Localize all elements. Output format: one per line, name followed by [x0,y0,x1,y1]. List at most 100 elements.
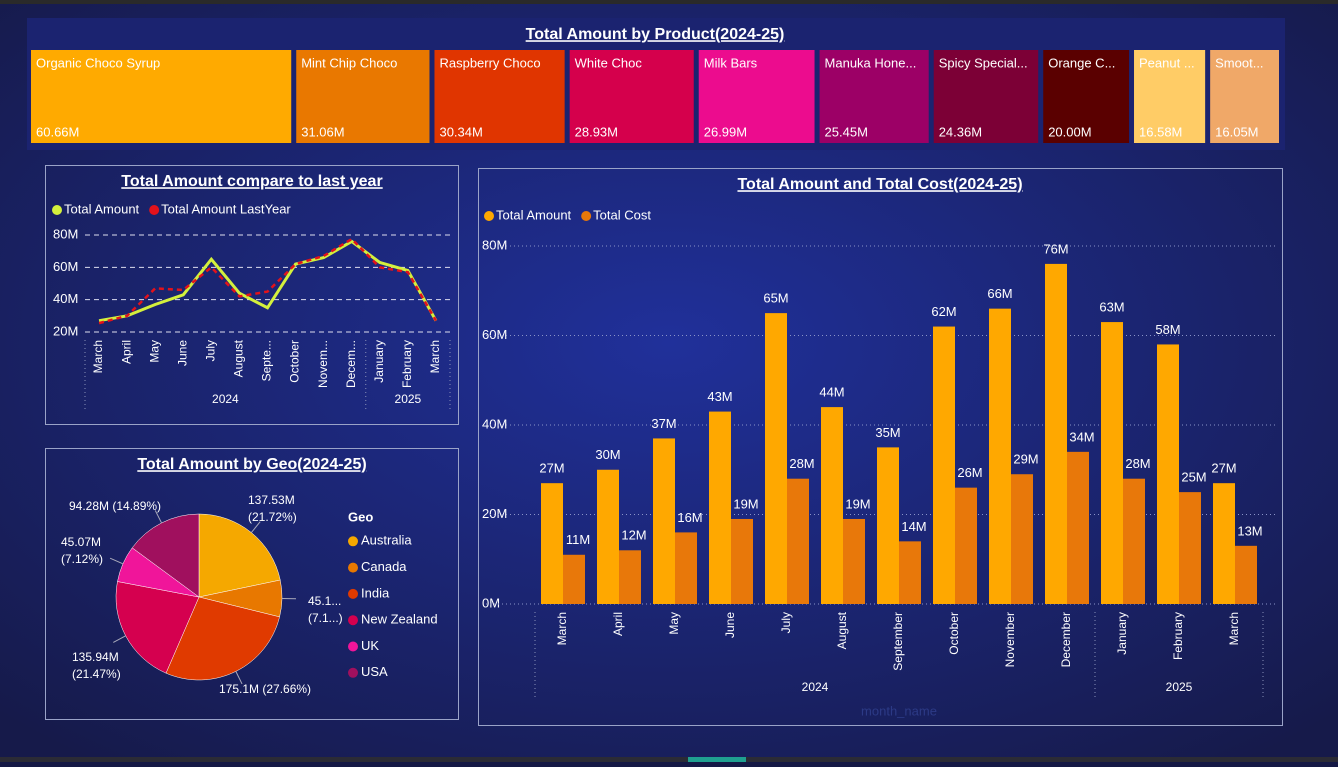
bar [1123,479,1145,604]
data-label: 30M [595,447,620,462]
tile-label: Mint Chip Choco [301,55,397,70]
legend-marker [149,205,159,215]
x-tick-label: April [611,612,625,636]
legend-marker [52,205,62,215]
data-label: 37M [651,416,676,431]
x-tick-label: March [428,340,442,373]
bar [955,488,977,604]
bar [989,309,1011,604]
data-label: 19M [733,496,758,511]
data-label: 175.1M (27.66%) [219,682,311,696]
bar [843,519,865,604]
bar [765,313,787,604]
y-tick-label: 60M [482,327,507,342]
tile-value: 24.36M [939,124,982,139]
legend-label: Total Amount [496,207,572,222]
data-label: 65M [763,291,788,306]
legend-marker [348,615,358,625]
tile-label: Peanut ... [1139,55,1195,70]
x-tick-label: March [1227,612,1241,645]
x-tick-label: Septe... [260,340,274,381]
x-tick-label: June [723,612,737,638]
x-tick-label: October [288,340,302,383]
y-tick-label: 40M [482,416,507,431]
bar [1045,264,1067,604]
legend-marker [348,668,358,678]
x-tick-label: Novem... [316,340,330,388]
bar [1157,344,1179,604]
x-tick-label: September [891,612,905,671]
legend-marker [348,589,358,599]
bar [1179,492,1201,604]
data-label: 62M [931,304,956,319]
tile-label: White Choc [575,55,643,70]
bar [541,483,563,604]
tile-value: 16.05M [1215,124,1258,139]
data-label: 14M [901,519,926,534]
data-label: 26M [957,465,982,480]
legend-label: Total Cost [593,207,651,222]
legend-marker [348,642,358,652]
legend-marker [348,563,358,573]
data-label: 63M [1099,300,1124,315]
legend-label: UK [361,638,379,653]
bar [1235,546,1257,604]
bar [563,555,585,604]
data-label: 28M [789,456,814,471]
data-label: 44M [819,385,844,400]
tile-label: Raspberry Choco [439,55,540,70]
legend-label: Australia [361,533,412,548]
bar [653,438,675,604]
legend-label: Canada [361,559,407,574]
data-label: 16M [677,510,702,525]
bar [1101,322,1123,604]
group-label: 2025 [1166,680,1193,694]
legend-label: USA [361,664,388,679]
x-tick-label: July [204,340,218,361]
data-label: 28M [1125,456,1150,471]
chart-title: Total Amount by Geo(2024-25) [137,456,366,473]
y-tick-label: 80M [53,226,78,241]
bottom-tab [688,757,746,762]
bar [1011,474,1033,604]
data-label: 29M [1013,452,1038,467]
data-label: 66M [987,286,1012,301]
tile-value: 16.58M [1139,124,1182,139]
x-tick-label: June [175,340,189,366]
y-tick-label: 20M [482,506,507,521]
x-tick-label: May [147,340,161,363]
x-tick-label: August [835,611,849,649]
data-label: 27M [539,461,564,476]
legend-label: Total Amount LastYear [161,201,291,216]
x-tick-label: December [1059,612,1073,667]
group-label: 2025 [395,392,422,406]
bar [1067,452,1089,604]
tile-value: 31.06M [301,124,344,139]
tile-value: 30.34M [439,124,482,139]
data-label: 94.28M (14.89%) [69,499,161,513]
x-tick-label: Decem... [344,340,358,388]
tile-label: Spicy Special... [939,55,1028,70]
x-tick-label: January [372,340,386,383]
bar [1213,483,1235,604]
x-tick-label: November [1003,612,1017,667]
y-tick-label: 40M [53,291,78,306]
tile-value: 28.93M [575,124,618,139]
tile-label: Manuka Hone... [825,55,917,70]
bar [933,327,955,604]
tile-label: Smoot... [1215,55,1263,70]
x-tick-label: January [1115,612,1129,655]
data-label: 25M [1181,470,1206,485]
data-label: 76M [1043,241,1068,256]
legend-label: New Zealand [361,612,438,627]
legend-title: Geo [348,509,373,524]
x-tick-label: May [667,612,681,635]
data-label: 13M [1237,523,1262,538]
x-tick-label: March [91,340,105,373]
legend-marker [348,536,358,546]
bar [877,447,899,604]
legend-label: India [361,585,390,600]
data-label: 58M [1155,322,1180,337]
